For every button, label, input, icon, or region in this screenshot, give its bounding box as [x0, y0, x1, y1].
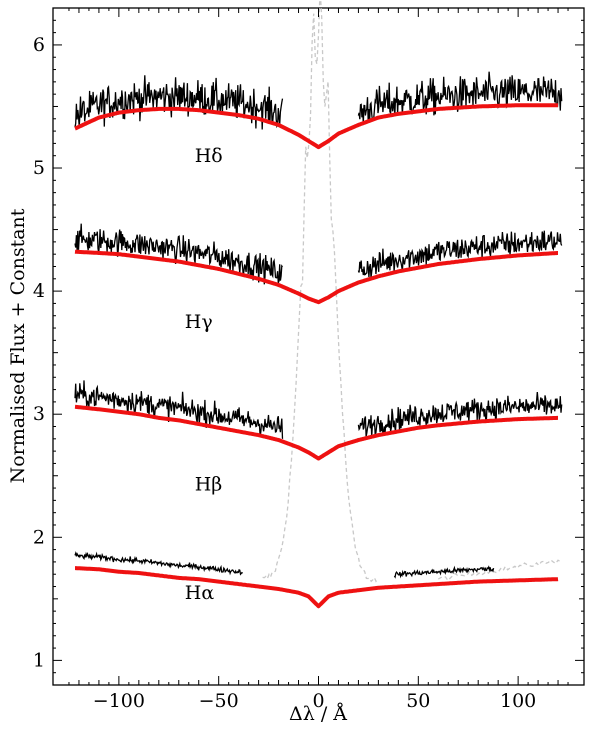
- y-tick-label: 4: [33, 280, 45, 302]
- model-fit-3: [74, 404, 560, 461]
- y-axis-label: Normalised Flux + Constant: [7, 208, 29, 483]
- axis-ticks: −100 −50 0 50 100 1 2 3 4 5 6: [33, 8, 584, 712]
- line-label-2: Hγ: [185, 311, 213, 333]
- x-tick-label: 0: [312, 690, 324, 712]
- model-fit-2: [74, 249, 560, 305]
- y-tick-label: 2: [33, 526, 45, 548]
- model-fit-1: [74, 103, 560, 150]
- masked-region-trace: [262, 0, 379, 583]
- line-label-4: Hα: [185, 582, 215, 604]
- observed-spectrum-2-segment-2: [357, 230, 563, 279]
- observed-spectrum-3-segment-1: [74, 380, 284, 439]
- x-tick-label: −50: [199, 690, 239, 712]
- x-tick-label: 100: [500, 690, 536, 712]
- y-tick-label: 1: [33, 649, 45, 671]
- observed-spectrum-3-segment-2: [357, 391, 563, 438]
- observed-spectrum-4-segment-1: [74, 550, 244, 576]
- y-tick-label: 6: [33, 34, 45, 56]
- observed-spectrum-2-segment-1: [74, 223, 284, 285]
- line-label-1: Hδ: [195, 145, 223, 167]
- x-tick-label: −100: [93, 690, 145, 712]
- line-annotations: Hδ Hγ Hβ Hα: [185, 145, 223, 604]
- observed-spectrum-1-segment-2: [357, 71, 563, 124]
- y-tick-label: 5: [33, 157, 45, 179]
- observed-data-layer: [74, 71, 563, 579]
- line-label-3: Hβ: [195, 474, 223, 496]
- x-axis-label: Δλ / Å: [289, 703, 347, 725]
- x-tick-label: 50: [406, 690, 430, 712]
- observed-spectrum-4-segment-2: [393, 565, 495, 579]
- masked-tail-trace: [437, 559, 561, 582]
- model-fit-layer: [74, 103, 560, 609]
- masked-data-layer: [262, 0, 561, 583]
- observed-spectrum-1-segment-1: [74, 75, 284, 130]
- y-tick-label: 3: [33, 403, 45, 425]
- model-fit-4: [74, 566, 560, 609]
